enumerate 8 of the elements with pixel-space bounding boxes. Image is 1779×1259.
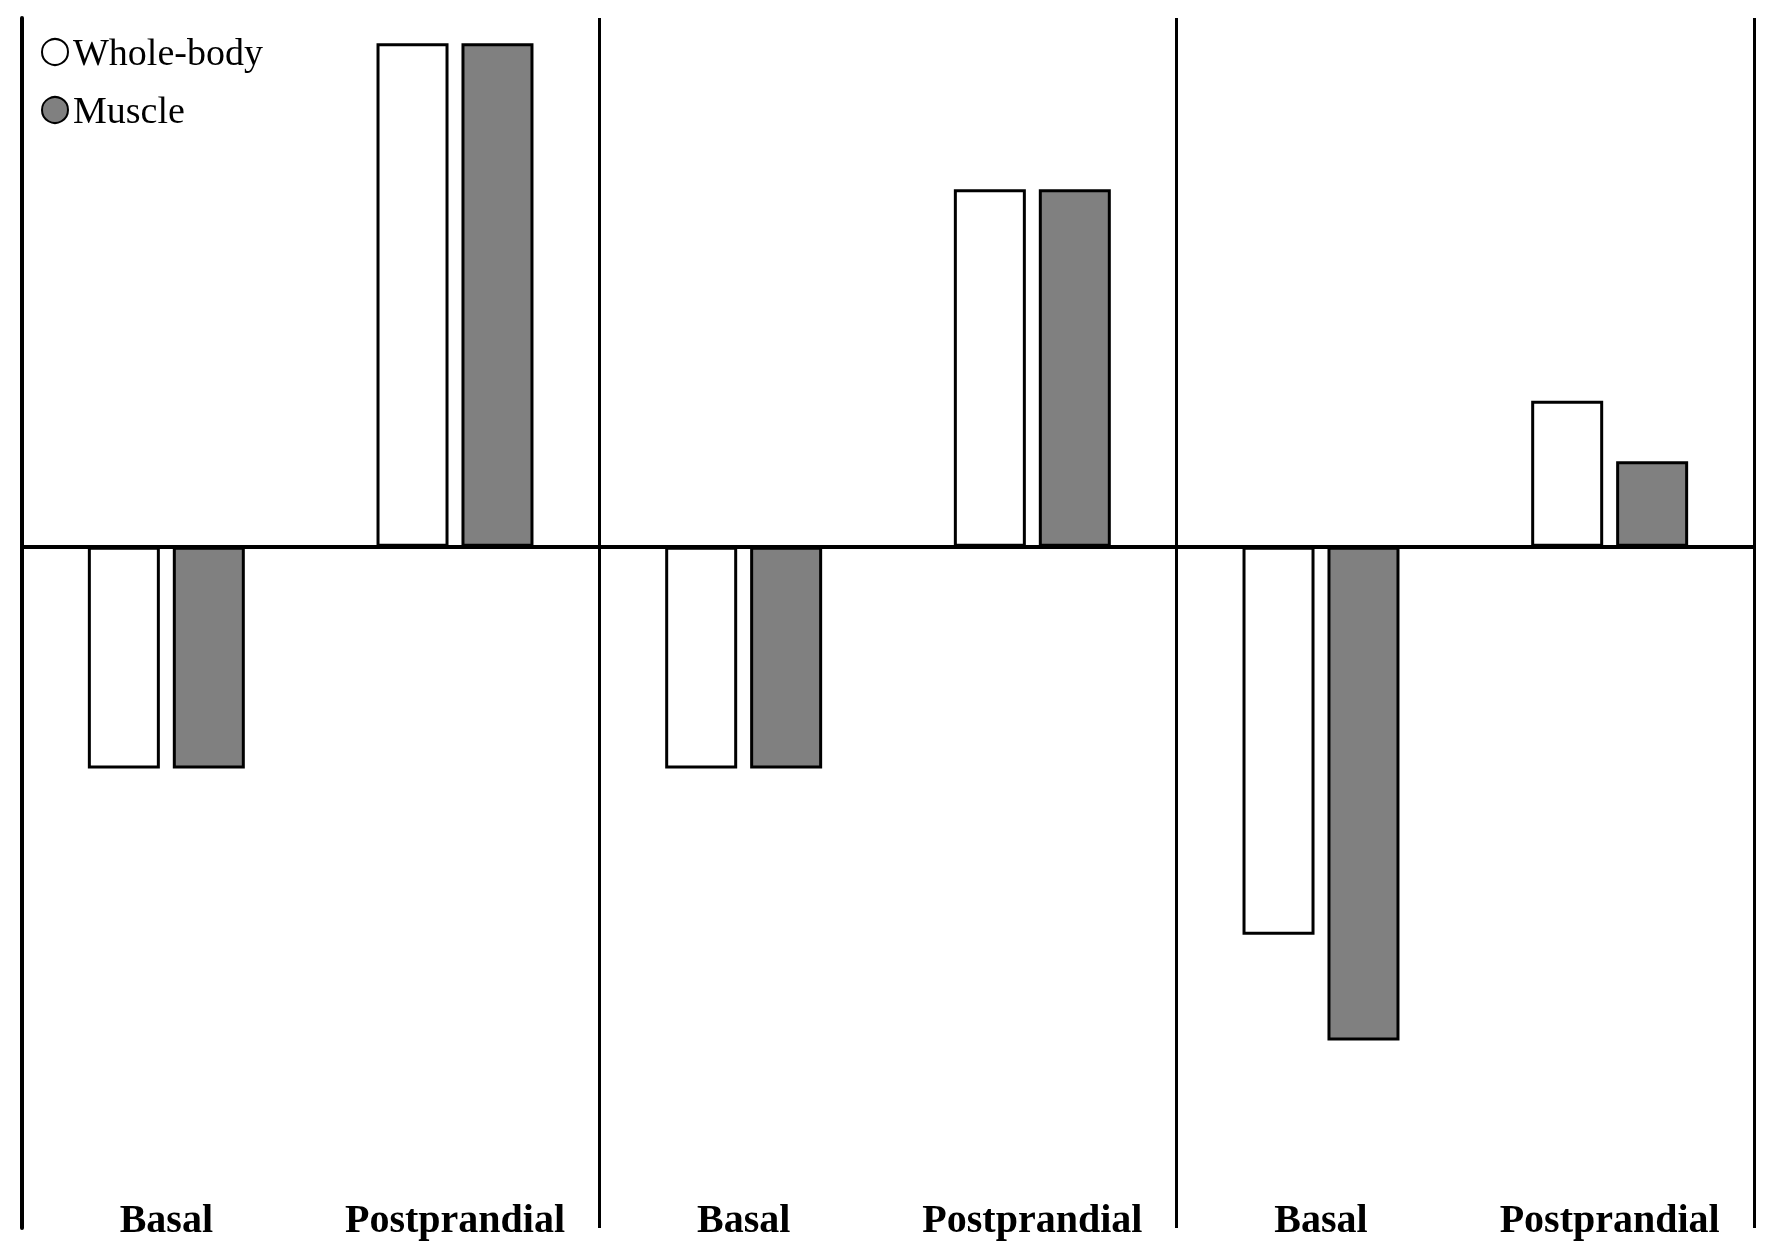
x-tick-label: Postprandial [922,1195,1143,1241]
x-tick-label: Postprandial [1499,1195,1720,1241]
x-tick-label: Basal [696,1195,791,1241]
x-tick-label: Postprandial [344,1195,566,1241]
legend-label: Whole-body [73,31,263,73]
x-tick-label: Basal [1274,1195,1368,1241]
x-tick-label: Basal [119,1195,214,1241]
legend-label: Muscle [73,89,185,131]
